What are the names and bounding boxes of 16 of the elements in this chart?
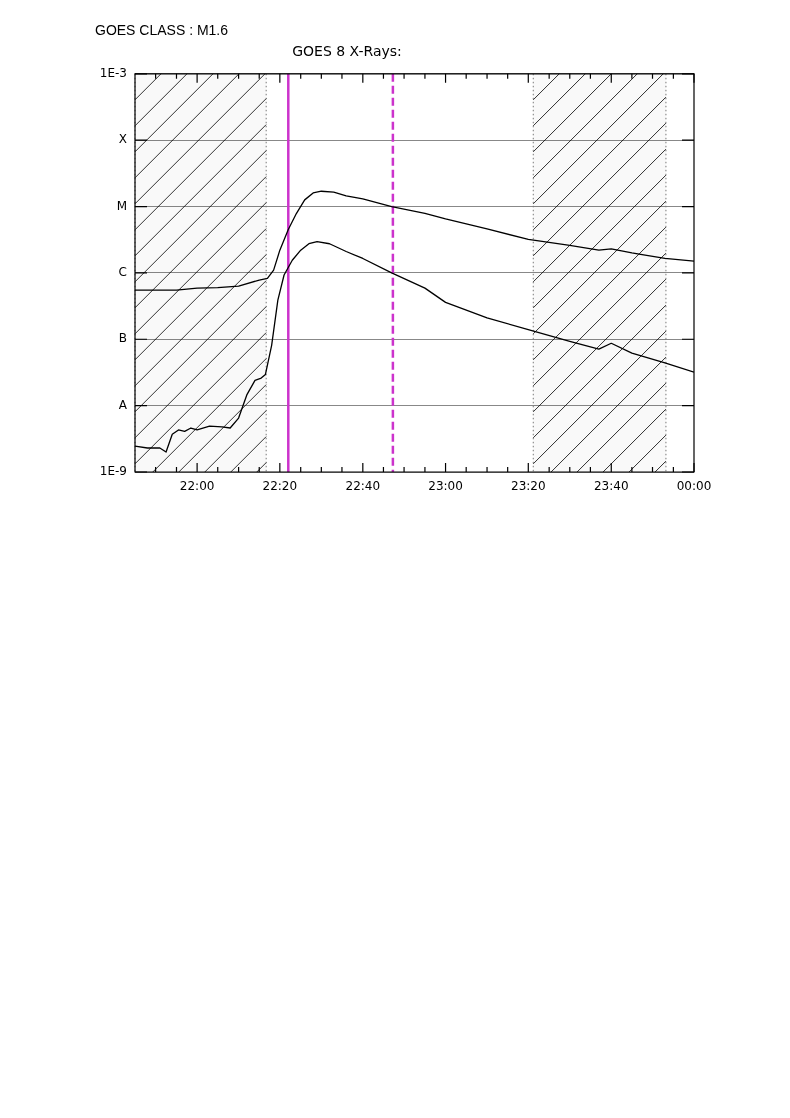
- x-tick-label: 22:00: [179, 479, 215, 494]
- x-tick-label: 23:20: [510, 479, 546, 494]
- y-tick-label: B: [118, 331, 127, 346]
- y-tick-label: 1E-9: [99, 464, 127, 479]
- y-tick-label: A: [118, 397, 128, 412]
- chart-title: GOES 8 X-Rays:: [292, 43, 402, 60]
- x-tick-label: 00:00: [676, 479, 712, 494]
- x-tick-label: 23:00: [428, 479, 463, 494]
- y-tick-label: X: [118, 132, 127, 147]
- y-tick-label: 1E-3: [99, 65, 127, 80]
- text: GOES CLASS : M1.6: [95, 22, 229, 38]
- x-tick-label: 23:40: [593, 479, 629, 494]
- y-tick-label: C: [118, 265, 127, 280]
- x-tick-label: 22:20: [262, 479, 298, 494]
- x-tick-label: 22:40: [345, 479, 381, 494]
- y-tick-label: M: [116, 198, 127, 213]
